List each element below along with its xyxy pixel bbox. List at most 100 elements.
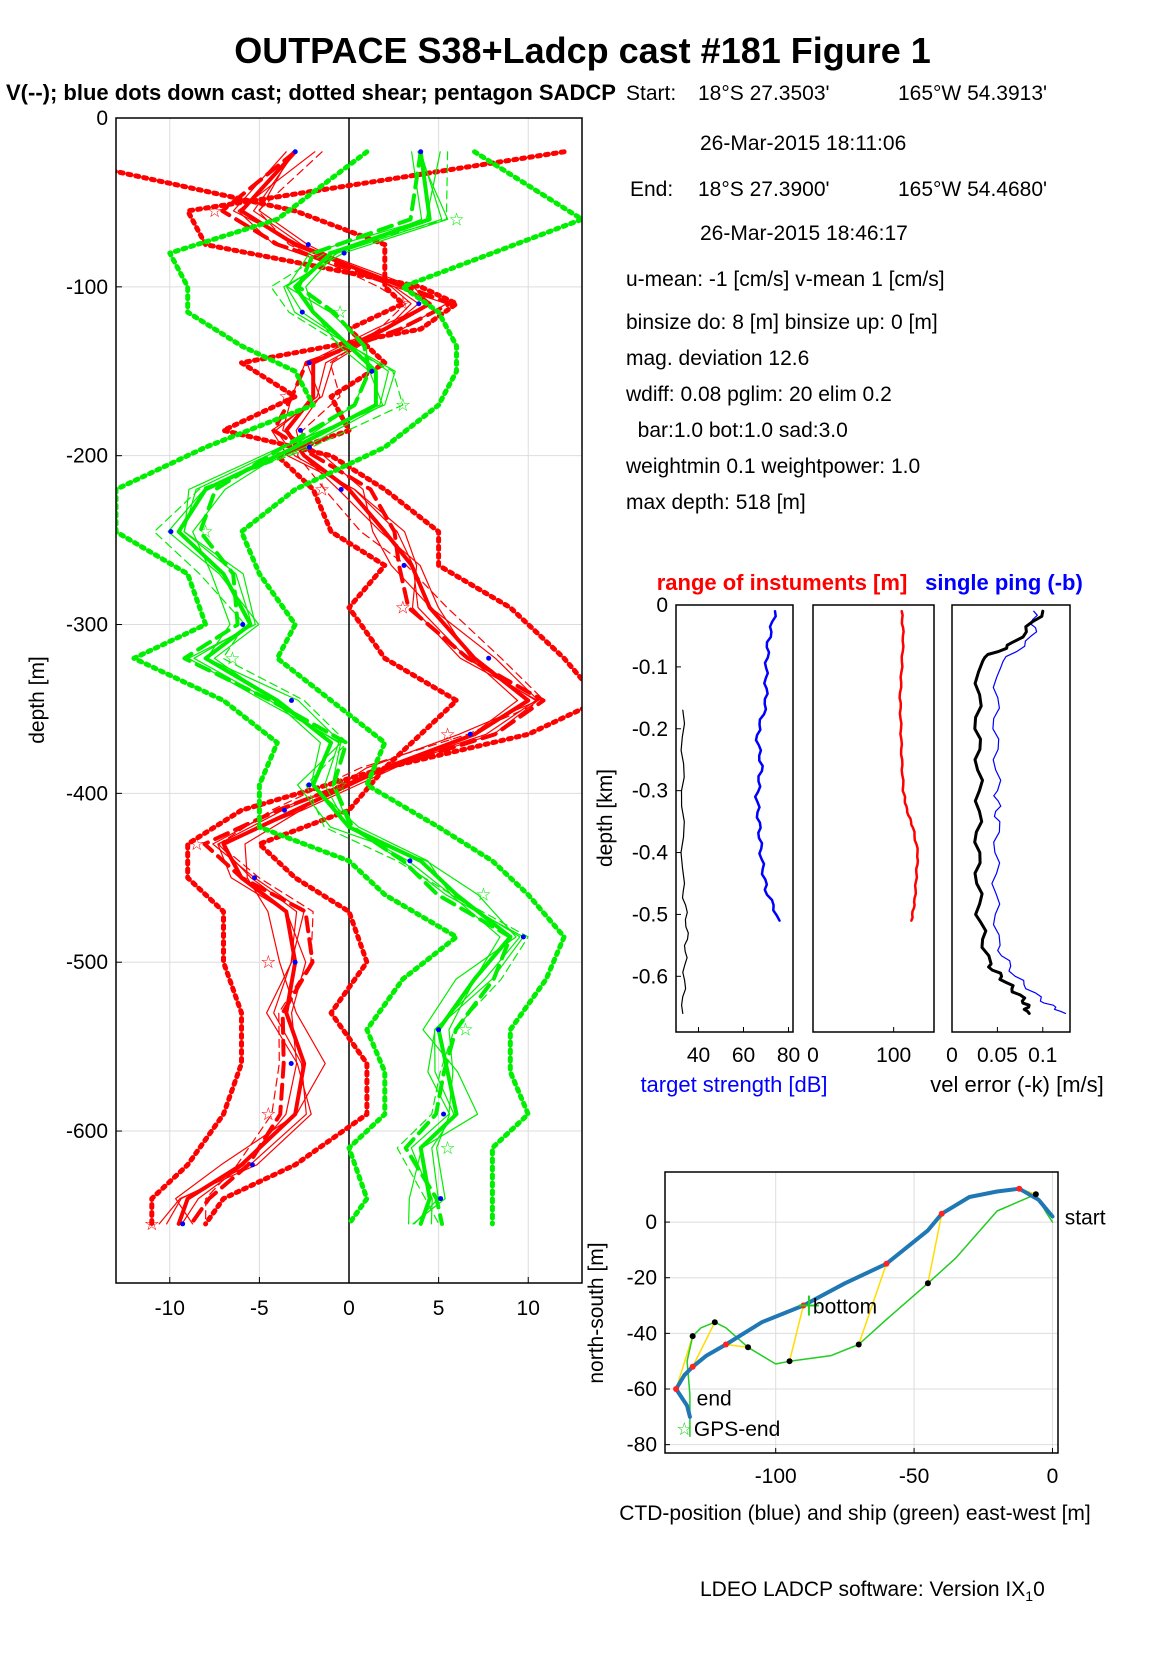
x-tick-label: 0 [343,1297,355,1320]
v-star-marker: ☆ [448,209,464,230]
ship-point [924,1280,931,1287]
track-plot-frame [664,1171,1059,1454]
u-shear-outer [149,149,582,1227]
ctd-ship-link [725,1343,749,1349]
x-axis-label: CTD-position (blue) and ship (green) eas… [619,1502,1091,1525]
ctd-point [1016,1185,1023,1192]
start-time: 26-Mar-2015 18:11:06 [700,132,907,155]
v-star-marker: ☆ [475,885,491,906]
magdev-text: mag. deviation 12.6 [626,347,810,370]
y-tick-label: -200 [66,445,108,468]
figure-subtitle: V(--); blue dots down cast; dotted shear… [6,80,616,105]
footer-text: LDEO LADCP software: Version IX [700,1578,1026,1601]
y-tick-label: -600 [66,1120,108,1143]
y-axis-label: depth [km] [594,769,617,867]
x-tick-label: 0 [1047,1465,1059,1488]
downcast-dot [418,149,424,155]
v-profile-up [182,149,513,1226]
y-tick-label: -0.5 [632,903,668,926]
downcast-dot [416,301,422,307]
downcast-dot [249,1162,255,1168]
start-lon: 165°W 54.3913' [898,82,1048,105]
y-tick-label: -0.4 [632,842,669,865]
range-title: range of instuments [m] [657,570,908,595]
start-lat: 18°S 27.3503' [698,82,830,105]
x-tick-label: 0.05 [977,1044,1018,1067]
downcast-dot [306,360,312,366]
y-tick-label: 0 [645,1211,657,1234]
x-tick-label: -100 [755,1465,797,1488]
ctd-point [673,1386,680,1393]
v-star-marker: ☆ [395,395,411,416]
u-profile-thin [158,151,539,1225]
y-tick-label: -0.6 [632,965,668,988]
vel-error-frame [951,604,1071,1033]
u-profile-thin [166,151,537,1225]
range-of-instruments-frame [812,604,935,1033]
ctd-point [689,1363,696,1370]
ctd-ship-link [675,1335,694,1390]
gps-end-star: ☆ [676,1419,692,1440]
u-profile-dashed [205,151,545,1225]
u-star-marker: ☆ [440,724,456,745]
y-tick-label: -80 [627,1434,657,1457]
u-star-marker: ☆ [189,834,205,855]
ctd-point [883,1260,890,1267]
downcast-dot [467,731,473,737]
maxdepth-text: max depth: 518 [m] [626,491,806,514]
target-strength-frame [675,604,794,1033]
downcast-dot [281,807,287,813]
wdiff-text: wdiff: 0.08 pglim: 20 elim 0.2 [626,383,892,406]
u-profile-up [189,149,546,1226]
ship-point [711,1319,718,1326]
downcast-dot [369,368,375,374]
ship-point [745,1344,752,1351]
u-shear-inner [116,168,459,1227]
end-lon: 165°W 54.4680' [898,178,1048,201]
y-tick-label: -300 [66,614,108,637]
x-tick-label: -50 [899,1465,929,1488]
y-tick-label: -0.2 [632,718,668,741]
ship-point [1032,1191,1039,1198]
u-star-marker: ☆ [395,294,411,315]
ship-point [855,1341,862,1348]
u-star-marker: ☆ [260,1104,276,1125]
downcast-dot [292,959,298,965]
y-tick-label: 0 [656,594,668,617]
v-profile-thin [183,151,525,1225]
downcast-dot [288,1061,294,1067]
downcast-dot [401,562,407,568]
vel-error-k-line [973,609,1045,1015]
track-label-bottom: bottom [813,1296,877,1319]
y-tick-label: -400 [66,782,108,805]
binsize-text: binsize do: 8 [m] binsize up: 0 [m] [626,311,938,334]
y-tick-label: -500 [66,951,108,974]
downcast-dot [438,1196,444,1202]
figure-title: OUTPACE S38+Ladcp cast #181 Figure 1 [234,30,931,71]
u-profile-thin [175,151,540,1225]
x-tick-label: 0.1 [1028,1044,1057,1067]
start-label: Start: [626,82,677,105]
v-profile-dashed [153,151,529,1225]
downcast-dot [252,875,258,881]
x-tick-label: 40 [687,1044,710,1067]
y-tick-label: -0.1 [632,656,668,679]
x-tick-label: -5 [250,1297,269,1320]
u-star-marker: ☆ [395,598,411,619]
ctd-ship-link [927,1213,943,1284]
v-star-marker: ☆ [198,522,214,543]
downcast-dot [240,622,246,628]
downcast-dot [292,149,298,155]
downcast-dot [306,444,312,450]
downcast-dot [180,1221,186,1227]
x-tick-label: 0 [946,1044,958,1067]
x-tick-label: 5 [433,1297,445,1320]
ship-point [689,1333,696,1340]
downcast-dot [338,486,344,492]
x-tick-label: 100 [876,1044,911,1067]
means-text: u-mean: -1 [cm/s] v-mean 1 [cm/s] [626,268,945,291]
u-star-marker: ☆ [314,479,330,500]
weight-text: weightmin 0.1 weightpower: 1.0 [626,455,921,478]
ctd-ship-link [858,1263,888,1345]
